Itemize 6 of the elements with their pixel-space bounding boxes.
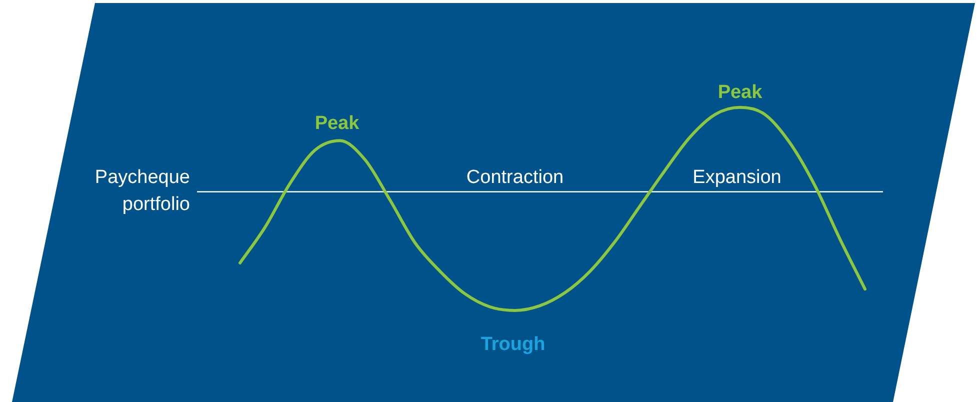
text: Peak — [718, 82, 763, 104]
annotation: Contraction — [466, 167, 564, 188]
annotation: Expansion — [692, 167, 782, 188]
annotation: Peak — [314, 113, 360, 134]
text: Trough — [480, 334, 546, 356]
ref-line-label: Paycheque portfolio — [94, 166, 190, 215]
